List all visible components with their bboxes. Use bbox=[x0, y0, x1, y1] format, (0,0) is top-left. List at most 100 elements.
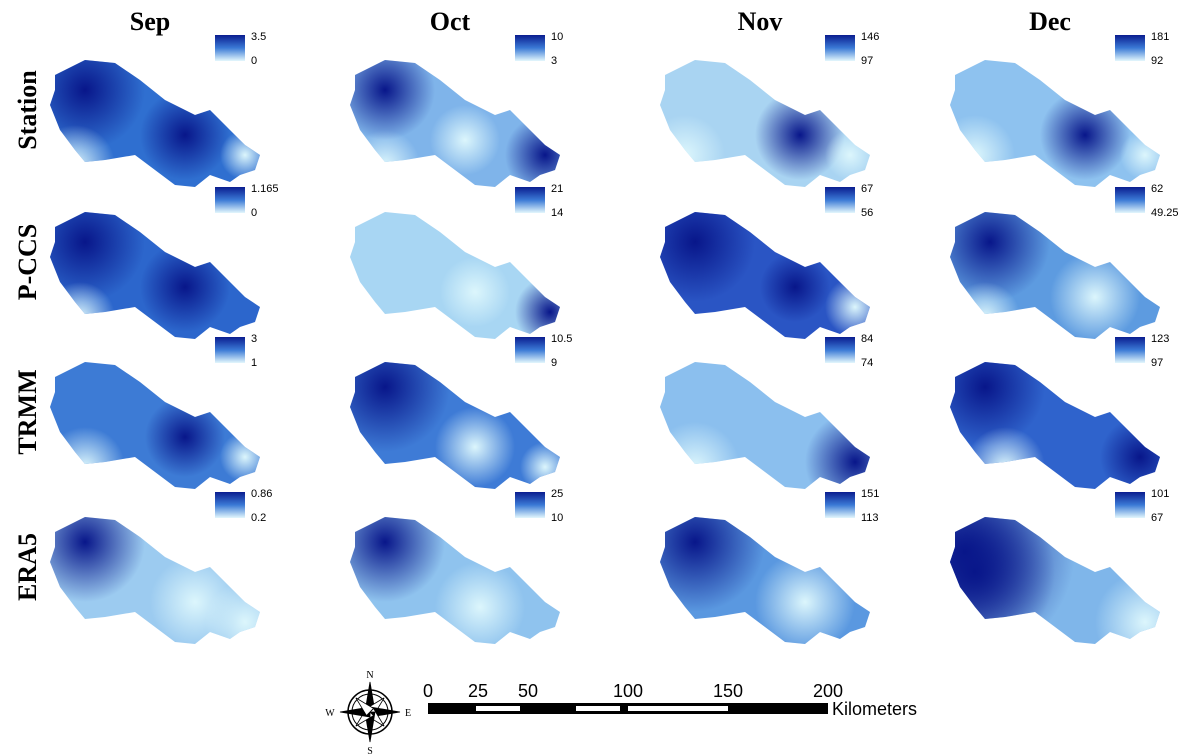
map-panel: 31 bbox=[45, 333, 275, 507]
legend-max: 84 bbox=[861, 333, 873, 345]
legend-max: 10.5 bbox=[551, 333, 572, 345]
legend-max: 1.165 bbox=[251, 183, 279, 195]
legend-ramp bbox=[515, 35, 545, 61]
map-shade bbox=[625, 472, 765, 612]
row-header: TRMM bbox=[13, 369, 42, 454]
map-shade bbox=[320, 322, 450, 452]
row-header: Station bbox=[13, 70, 42, 150]
legend-min: 0 bbox=[251, 207, 257, 219]
map-shade bbox=[325, 482, 445, 602]
legend-ramp bbox=[215, 35, 245, 61]
map-shade bbox=[1050, 252, 1140, 342]
column-header: Dec bbox=[1029, 7, 1071, 36]
legend-max: 0.86 bbox=[251, 488, 272, 500]
map-shade bbox=[1095, 572, 1195, 672]
legend-max: 151 bbox=[861, 488, 879, 500]
map-panel: 10.59 bbox=[320, 322, 575, 497]
map-shade bbox=[520, 442, 570, 492]
legend-ramp bbox=[515, 492, 545, 518]
scale-unit: Kilometers bbox=[832, 699, 917, 719]
map-fill bbox=[855, 442, 1195, 672]
legend-min: 10 bbox=[551, 512, 563, 524]
legend-min: 92 bbox=[1151, 55, 1163, 67]
map-fill bbox=[25, 482, 285, 662]
map-shade bbox=[145, 397, 225, 477]
scale-tick-label: 200 bbox=[813, 681, 843, 701]
map-shade bbox=[25, 482, 145, 602]
legend-max: 181 bbox=[1151, 31, 1169, 43]
map-fill bbox=[645, 55, 885, 195]
legend-ramp bbox=[1115, 337, 1145, 363]
map-fill bbox=[345, 207, 585, 347]
map-panel: 3.50 bbox=[25, 30, 275, 205]
map-shade bbox=[435, 407, 515, 487]
map-shade bbox=[205, 582, 285, 662]
figure: SepOctNovDecStationP-CCSTRMMERA53.501031… bbox=[0, 0, 1200, 755]
map-shade bbox=[895, 492, 1055, 652]
map-shade bbox=[645, 115, 725, 195]
map-shade bbox=[1040, 90, 1130, 180]
legend-ramp bbox=[515, 187, 545, 213]
map-panel: 8474 bbox=[650, 333, 905, 512]
map-shade bbox=[650, 422, 740, 512]
legend-ramp bbox=[825, 492, 855, 518]
scale-tick-label: 150 bbox=[713, 681, 743, 701]
legend-min: 9 bbox=[551, 357, 557, 369]
legend-max: 101 bbox=[1151, 488, 1169, 500]
compass-w: W bbox=[325, 708, 335, 719]
legend-min: 3 bbox=[551, 55, 557, 67]
map-shade bbox=[220, 432, 270, 482]
map-shade bbox=[760, 252, 830, 322]
legend-max: 123 bbox=[1151, 333, 1169, 345]
map-shade bbox=[1100, 417, 1180, 497]
map-shade bbox=[635, 182, 755, 302]
legend-min: 56 bbox=[861, 207, 873, 219]
legend-min: 1 bbox=[251, 357, 257, 369]
legend-max: 146 bbox=[861, 31, 879, 43]
map-shade bbox=[950, 282, 1020, 352]
legend-min: 97 bbox=[1151, 357, 1163, 369]
legend-min: 0 bbox=[251, 55, 257, 67]
scale-bar-segment bbox=[628, 706, 728, 711]
legend-min: 14 bbox=[551, 207, 563, 219]
map-panel: 103 bbox=[335, 31, 585, 200]
legend-ramp bbox=[1115, 492, 1145, 518]
legend-min: 49.25 bbox=[1151, 207, 1179, 219]
column-header: Oct bbox=[430, 7, 471, 36]
map-shade bbox=[755, 552, 855, 652]
map-panel: 123 97 bbox=[925, 327, 1180, 507]
map-fill bbox=[335, 40, 585, 200]
map-shade bbox=[935, 115, 1015, 195]
map-panel: 0.860.2 bbox=[25, 482, 285, 662]
map-shade bbox=[350, 130, 420, 200]
legend-ramp bbox=[825, 337, 855, 363]
scale-tick-label: 100 bbox=[613, 681, 643, 701]
legend-ramp bbox=[215, 337, 245, 363]
legend-ramp bbox=[825, 35, 855, 61]
map-shade bbox=[505, 115, 585, 195]
map-shade bbox=[440, 257, 510, 327]
legend-max: 67 bbox=[861, 183, 873, 195]
column-header: Sep bbox=[130, 7, 170, 36]
compass-n: N bbox=[366, 670, 373, 681]
map-shade bbox=[1120, 130, 1170, 180]
map-shade bbox=[35, 125, 115, 205]
row-header: P-CCS bbox=[13, 224, 42, 301]
compass-s: S bbox=[367, 746, 373, 755]
map-shade bbox=[45, 282, 115, 352]
map-panel: 67 56 bbox=[635, 182, 885, 347]
map-shade bbox=[435, 562, 525, 652]
legend-max: 25 bbox=[551, 488, 563, 500]
map-shade bbox=[140, 90, 230, 180]
scale-bar-segment bbox=[576, 706, 620, 711]
legend-ramp bbox=[825, 187, 855, 213]
map-shade bbox=[825, 277, 885, 337]
compass-e: E bbox=[405, 708, 411, 719]
row-header: ERA5 bbox=[13, 533, 42, 601]
map-shade bbox=[45, 427, 125, 507]
scale-tick-label: 0 bbox=[423, 681, 433, 701]
